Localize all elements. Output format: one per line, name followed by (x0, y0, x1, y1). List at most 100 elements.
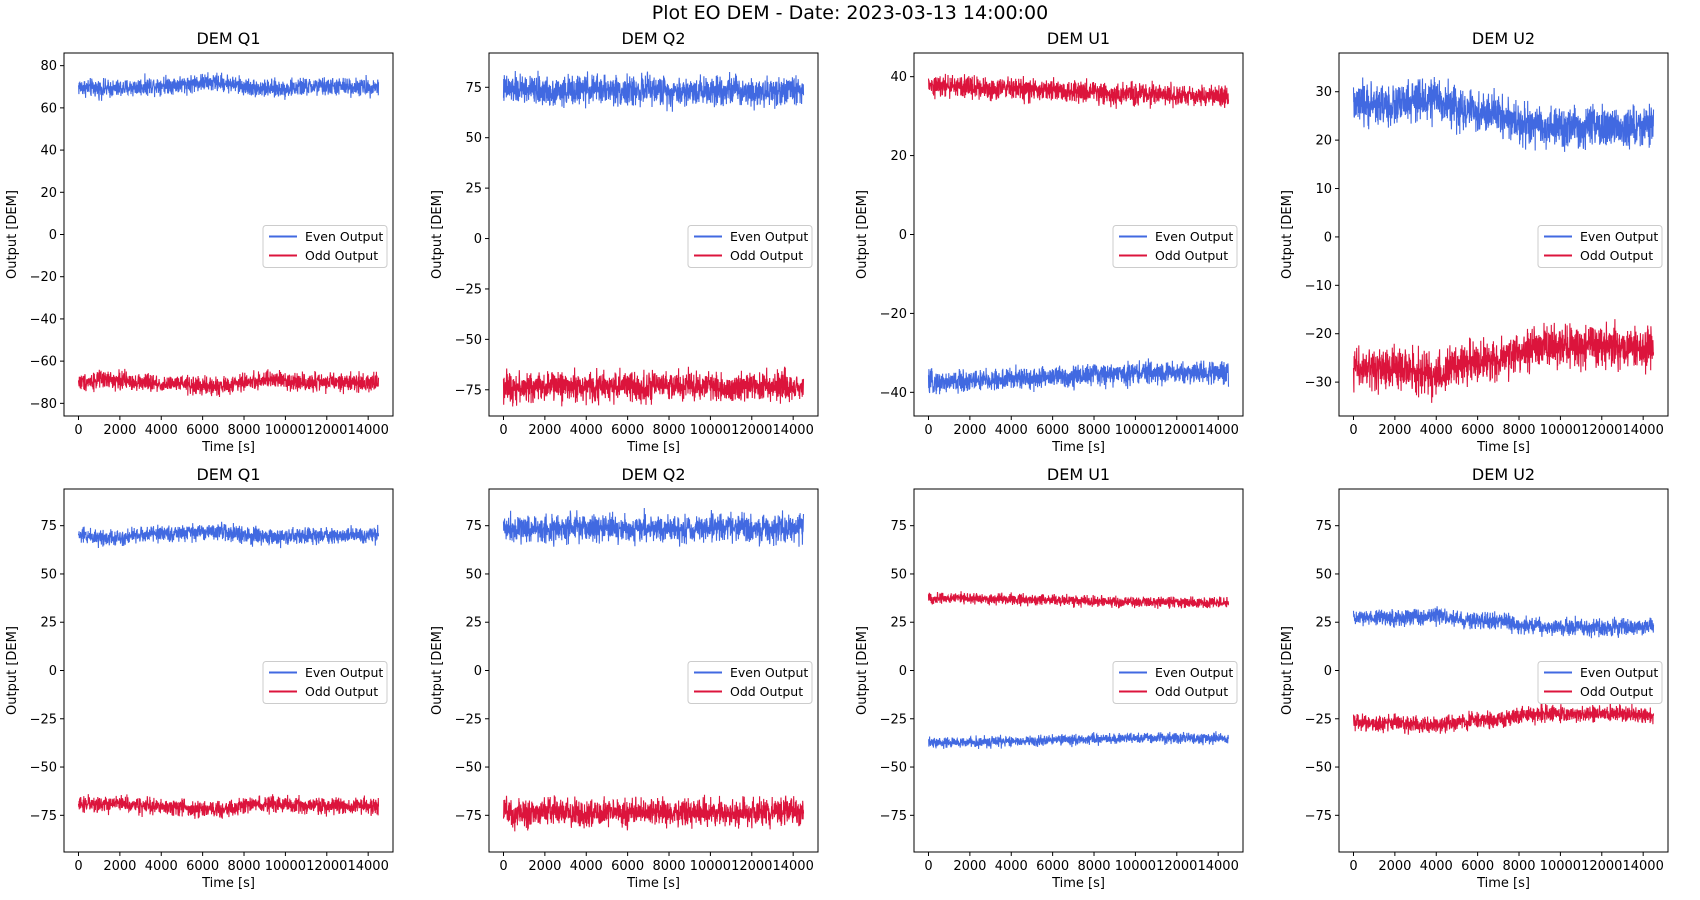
x-tick-label: 6000 (1461, 859, 1494, 874)
y-tick-label: −75 (1305, 809, 1332, 824)
x-tick-label: 10000 (1540, 423, 1581, 438)
x-tick-label: 8000 (1502, 423, 1535, 438)
y-tick-label: 40 (40, 144, 57, 159)
x-tick-label: 4000 (145, 423, 178, 438)
x-tick-label: 2000 (953, 859, 986, 874)
subplot-title: DEM U2 (1472, 29, 1535, 48)
series-line-odd (77, 794, 380, 819)
x-axis-label: Time [s] (626, 440, 680, 455)
x-tick-label: 0 (499, 423, 507, 438)
x-tick-label: 10000 (1115, 859, 1156, 874)
y-tick-label: −40 (30, 312, 57, 327)
y-axis-label: Output [DEM] (430, 626, 445, 715)
y-tick-label: 0 (49, 228, 57, 243)
y-tick-label: −50 (455, 761, 482, 776)
legend-label: Odd Output (730, 684, 803, 699)
x-tick-label: 12000 (1156, 859, 1197, 874)
x-tick-label: 6000 (186, 423, 219, 438)
y-tick-label: 50 (465, 567, 482, 582)
x-tick-label: 14000 (347, 423, 388, 438)
y-tick-label: 50 (890, 567, 907, 582)
y-tick-label: −75 (455, 809, 482, 824)
x-tick-label: 4000 (995, 423, 1028, 438)
legend-label: Odd Output (730, 248, 803, 263)
x-tick-label: 14000 (1622, 423, 1663, 438)
x-tick-label: 14000 (1197, 859, 1238, 874)
y-tick-label: 0 (899, 664, 907, 679)
axes-frame (488, 52, 819, 417)
x-tick-label: 6000 (611, 859, 644, 874)
y-tick-label: 60 (40, 101, 57, 116)
figure-title: Plot EO DEM - Date: 2023-03-13 14:00:00 (651, 2, 1049, 24)
y-tick-label: −20 (1305, 327, 1332, 342)
series-line-even (1352, 606, 1655, 639)
x-tick-label: 8000 (1502, 859, 1535, 874)
legend-label: Odd Output (305, 248, 378, 263)
y-tick-label: −25 (30, 712, 57, 727)
y-tick-label: −25 (880, 712, 907, 727)
x-tick-label: 14000 (1197, 423, 1238, 438)
subplot-6: 0 2000 4000 6000 8000 10000 12000 14000 −75 −50 −2… (430, 465, 819, 891)
x-tick-label: 14000 (347, 859, 388, 874)
series-line-even (502, 507, 805, 547)
series-line-odd (502, 794, 805, 832)
legend: Even Output Odd Output (1537, 225, 1663, 268)
subplot-5: 0 2000 4000 6000 8000 10000 12000 14000 −75 −50 −2… (5, 465, 394, 891)
x-axis-label: Time [s] (1476, 440, 1530, 455)
x-tick-label: 12000 (306, 423, 347, 438)
y-tick-label: 20 (890, 149, 907, 164)
legend: Even Output Odd Output (262, 225, 388, 268)
series-line-odd (1352, 703, 1655, 735)
x-tick-label: 6000 (1036, 859, 1069, 874)
y-tick-label: −50 (880, 761, 907, 776)
y-tick-label: 20 (1315, 134, 1332, 149)
x-tick-label: 4000 (570, 423, 603, 438)
legend-label: Even Output (1155, 665, 1233, 680)
y-tick-label: 0 (1324, 664, 1332, 679)
y-tick-label: 10 (1315, 182, 1332, 197)
subplot-1: 0 2000 4000 6000 8000 10000 12000 14000 −80 −60 −4… (5, 29, 394, 455)
x-axis-label: Time [s] (201, 440, 255, 455)
series-line-even (77, 72, 380, 101)
y-tick-label: −75 (30, 809, 57, 824)
y-tick-label: −25 (1305, 712, 1332, 727)
x-tick-label: 10000 (690, 423, 731, 438)
subplot-title: DEM U2 (1472, 465, 1535, 484)
series-line-odd (77, 368, 380, 398)
x-tick-label: 4000 (1420, 859, 1453, 874)
y-axis-label: Output [DEM] (430, 190, 445, 279)
x-tick-label: 10000 (265, 859, 306, 874)
x-tick-label: 0 (499, 859, 507, 874)
legend: Even Output Odd Output (262, 661, 388, 704)
y-tick-label: 80 (40, 59, 57, 74)
x-tick-label: 2000 (1378, 859, 1411, 874)
y-tick-label: −75 (455, 383, 482, 398)
y-tick-label: 25 (465, 182, 482, 197)
y-axis-label: Output [DEM] (855, 190, 870, 279)
legend: Even Output Odd Output (687, 225, 813, 268)
y-tick-label: 0 (474, 664, 482, 679)
y-axis-label: Output [DEM] (1280, 190, 1295, 279)
y-tick-label: 25 (1315, 616, 1332, 631)
y-tick-label: 50 (1315, 567, 1332, 582)
legend-label: Even Output (730, 665, 808, 680)
series-line-even (927, 358, 1230, 395)
x-tick-label: 0 (1349, 423, 1357, 438)
legend-label: Even Output (730, 229, 808, 244)
x-tick-label: 0 (924, 859, 932, 874)
subplot-3: 0 2000 4000 6000 8000 10000 12000 14000 −40 −20 0 2… (855, 29, 1244, 455)
y-tick-label: −25 (455, 282, 482, 297)
y-axis-label: Output [DEM] (5, 190, 20, 279)
x-tick-label: 2000 (528, 859, 561, 874)
x-tick-label: 4000 (995, 859, 1028, 874)
legend-label: Odd Output (1580, 684, 1653, 699)
x-tick-label: 8000 (227, 859, 260, 874)
y-tick-label: −50 (455, 333, 482, 348)
x-tick-label: 8000 (652, 859, 685, 874)
legend: Even Output Odd Output (1537, 661, 1663, 704)
y-axis-label: Output [DEM] (5, 626, 20, 715)
x-tick-label: 2000 (528, 423, 561, 438)
y-tick-label: 0 (1324, 230, 1332, 245)
x-tick-label: 10000 (690, 859, 731, 874)
